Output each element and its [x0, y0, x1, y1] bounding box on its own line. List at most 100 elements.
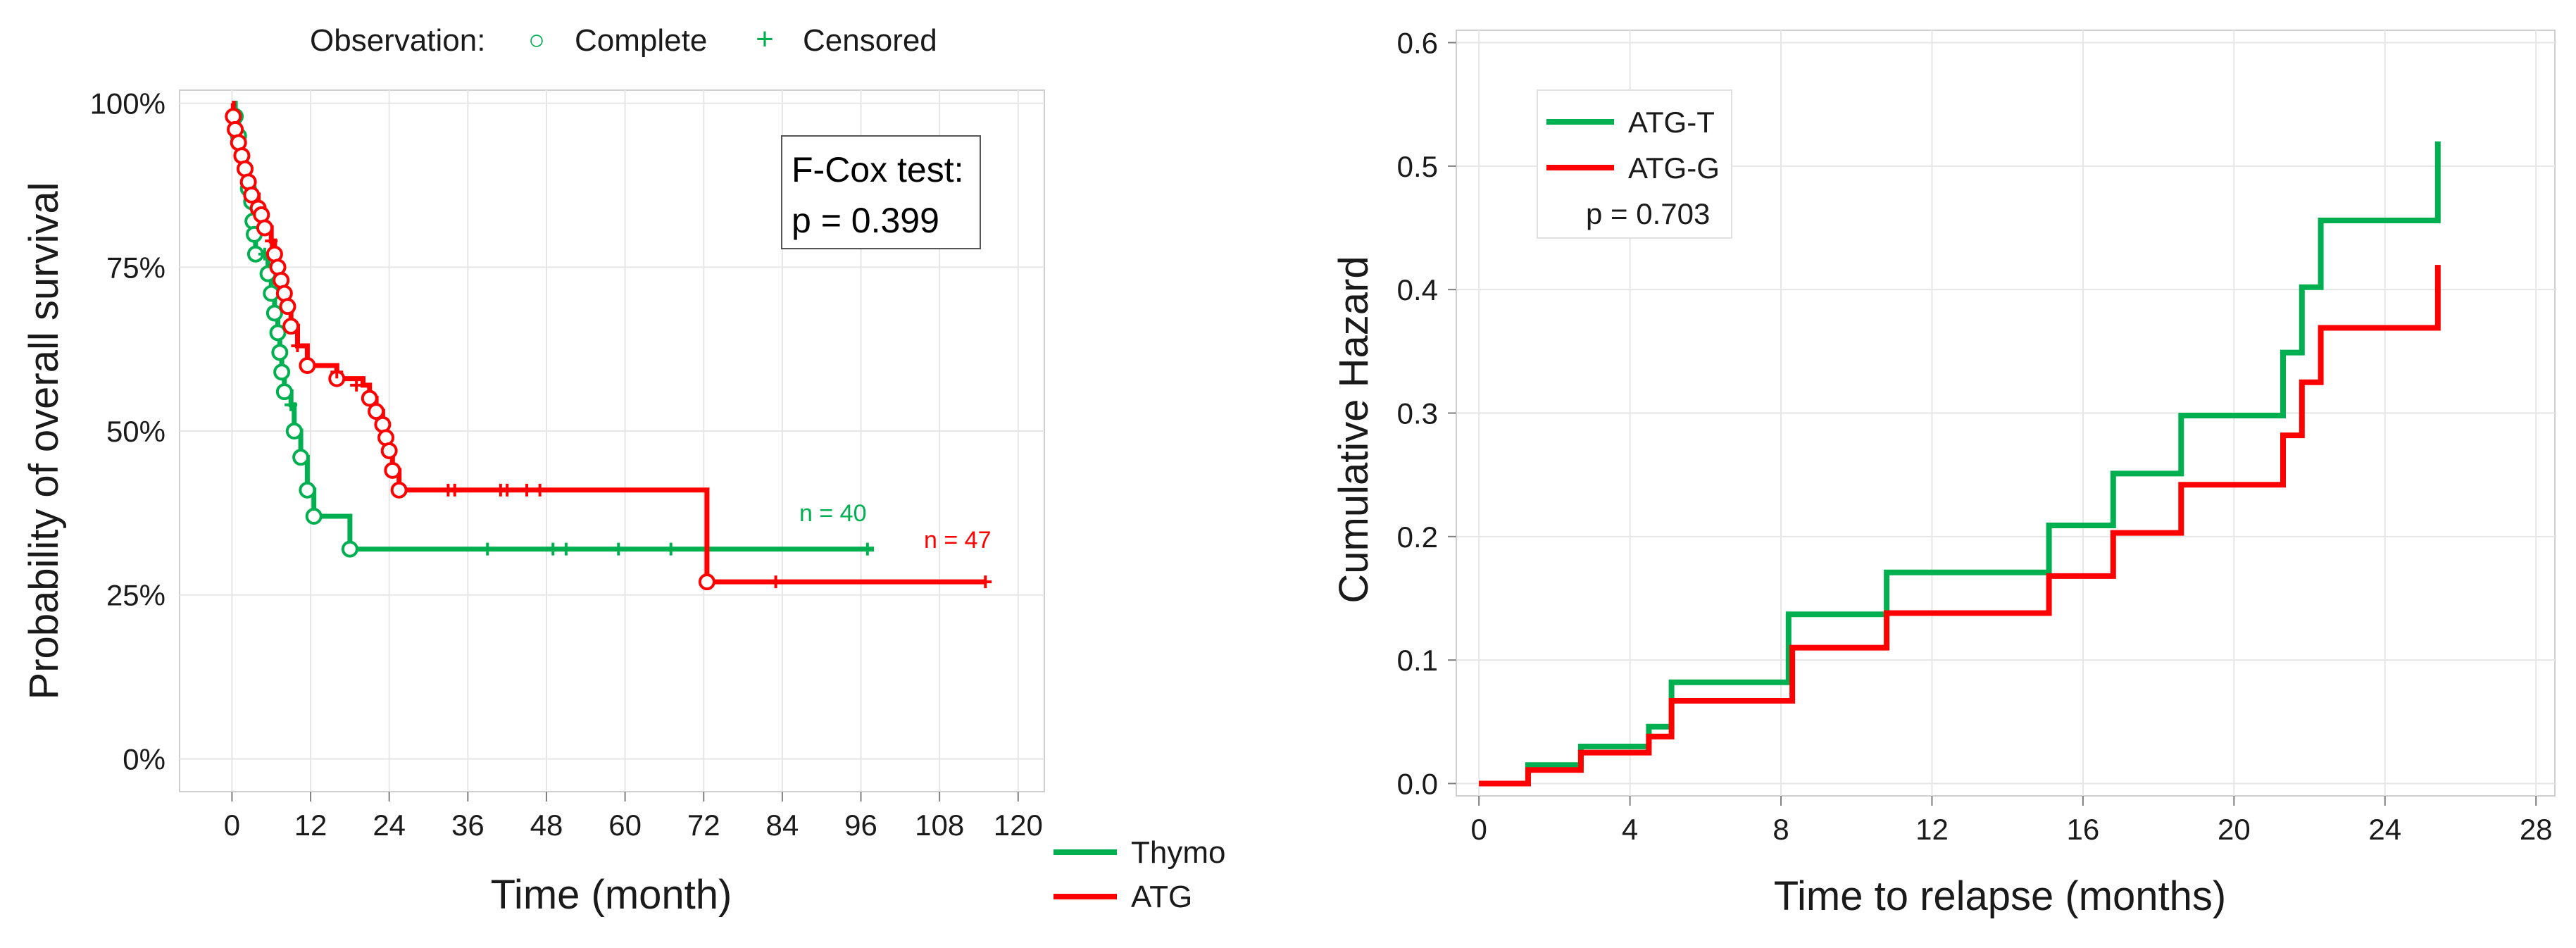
km-event-atg [380, 442, 398, 459]
km-censor-thymo [612, 542, 625, 556]
legend-label-atg-t: ATG-T [1628, 106, 1715, 139]
km-x-tick-label: 48 [530, 809, 563, 842]
hazard-legend-box [1537, 89, 1732, 239]
km-x-tick-label: 36 [451, 809, 484, 842]
hazard-x-tick-label: 16 [2067, 813, 2100, 846]
km-y-tick-label: 100% [90, 87, 165, 120]
observation-legend-complete: Complete [575, 23, 707, 58]
hazard-x-tick-label: 20 [2218, 813, 2251, 846]
hazard-y-tick-label: 0.2 [1397, 520, 1438, 554]
km-event-atg [368, 403, 385, 420]
hazard-x-axis-title: Time to relapse (months) [1774, 873, 2227, 919]
km-censor-thymo [664, 542, 677, 556]
km-censor-thymo [285, 398, 298, 411]
hazard-panel: 0.0 0.1 0.2 0.3 0.4 0.5 0.6 0 4 8 12 16 20 24 28 ATG-… [1331, 27, 2556, 919]
hazard-y-tick-label: 0.1 [1397, 644, 1438, 677]
atg-n-label: n = 47 [924, 527, 991, 554]
km-event-thymo [292, 449, 310, 466]
hazard-y-tick-label: 0.3 [1397, 397, 1438, 430]
km-event-atg [698, 573, 715, 591]
km-x-tick-label: 0 [224, 809, 240, 842]
km-censor-atg [769, 575, 782, 589]
km-y-tick-labels: 0% 25% 50% 75% 100% [90, 87, 165, 776]
legend-label-atg: ATG [1131, 880, 1192, 914]
hazard-x-tick-label: 28 [2520, 813, 2553, 846]
km-y-tick-label: 25% [106, 579, 165, 612]
km-x-tick-label: 60 [608, 809, 642, 842]
censored-symbol-icon: + [756, 22, 774, 56]
hazard-y-tick-label: 0.4 [1397, 273, 1438, 306]
km-x-tick-label: 120 [994, 809, 1043, 842]
km-censor-atg [265, 235, 278, 248]
thymo-n-label: n = 40 [799, 500, 866, 527]
hazard-line-atg-g [1479, 265, 2441, 787]
km-x-tick-label: 108 [915, 809, 964, 842]
hazard-x-tick-label: 12 [1915, 813, 1949, 846]
km-y-axis-title: Probability of overall survival [21, 182, 67, 700]
km-x-tick-label: 84 [766, 809, 799, 842]
legend-label-thymo: Thymo [1131, 835, 1225, 870]
hazard-x-tick-label: 0 [1470, 813, 1487, 846]
test-box [781, 135, 981, 249]
km-censor-atg [533, 483, 546, 497]
km-event-atg [390, 481, 408, 499]
hazard-series-group [1479, 141, 2441, 787]
km-event-thymo [341, 540, 358, 558]
km-event-atg [279, 298, 296, 316]
km-series-group [225, 101, 992, 591]
km-censor-atg [350, 378, 363, 392]
km-censor-atg [448, 483, 461, 497]
km-event-atg [243, 186, 261, 204]
km-line-thymo [232, 101, 875, 552]
km-event-atg [282, 318, 300, 335]
km-x-tick-label: 24 [373, 809, 406, 842]
km-event-thymo [273, 363, 291, 381]
test-box-title: F-Cox test: [792, 150, 963, 189]
hazard-y-tick-label: 0.6 [1397, 27, 1438, 60]
km-x-tick-label: 72 [687, 809, 720, 842]
km-censor-thymo [559, 542, 573, 556]
km-censor-atg [979, 575, 992, 589]
km-censor-atg [520, 483, 534, 497]
hazard-x-tick-label: 24 [2368, 813, 2401, 846]
km-event-atg [361, 389, 378, 407]
km-censor-thymo [546, 542, 560, 556]
hazard-x-tick-label: 8 [1772, 813, 1789, 846]
hazard-y-tick-label: 0.5 [1397, 150, 1438, 183]
km-event-thymo [299, 481, 316, 499]
km-event-thymo [269, 324, 287, 342]
km-event-thymo [285, 423, 303, 440]
km-y-tick-label: 50% [106, 415, 165, 448]
hazard-x-tick-labels: 0 4 8 12 16 20 24 28 [1470, 796, 2553, 846]
km-x-tick-label: 12 [294, 809, 327, 842]
km-censor-thymo [481, 542, 494, 556]
km-censor-atg [330, 366, 344, 379]
complete-symbol-icon: ○ [528, 25, 545, 56]
km-event-thymo [271, 344, 289, 361]
km-x-tick-labels: 0 12 24 36 48 60 72 84 96 108 120 [224, 792, 1043, 842]
km-plot-frame [179, 89, 1045, 792]
km-censor-atg [291, 339, 304, 353]
km-censor-thymo [861, 542, 874, 556]
km-censor-atg [501, 483, 514, 497]
km-x-axis-title: Time (month) [491, 872, 732, 918]
km-event-atg [256, 219, 273, 237]
observation-legend-censored: Censored [803, 23, 937, 58]
km-panel: Observation: ○ Complete + Censored 0% 25%… [21, 22, 1225, 918]
km-y-tick-label: 0% [123, 742, 165, 775]
km-event-atg [299, 356, 316, 374]
km-y-tick-label: 75% [106, 251, 165, 284]
hazard-y-tick-label: 0.0 [1397, 767, 1438, 800]
km-event-thymo [305, 508, 323, 525]
km-x-tick-label: 96 [844, 809, 877, 842]
hazard-line-atg-t [1479, 141, 2441, 787]
km-event-thymo [265, 304, 283, 322]
km-event-atg [384, 461, 401, 479]
hazard-p-value: p = 0.703 [1586, 197, 1710, 230]
hazard-y-axis-title: Cumulative Hazard [1331, 256, 1377, 603]
hazard-y-tick-labels: 0.0 0.1 0.2 0.3 0.4 0.5 0.6 [1397, 27, 1456, 800]
legend-label-atg-g: ATG-G [1628, 151, 1720, 185]
km-event-thymo [275, 383, 293, 401]
observation-legend-label: Observation: [310, 23, 485, 58]
